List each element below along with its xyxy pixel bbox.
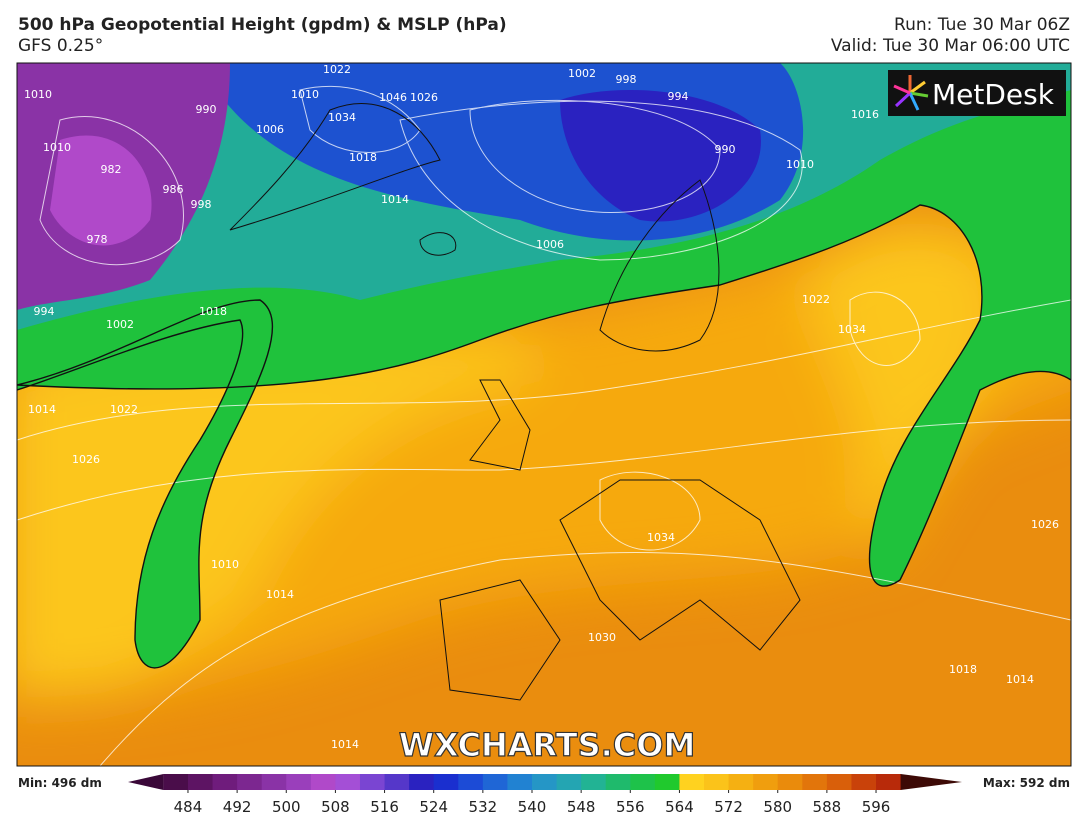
colorbar-bin: [704, 774, 730, 790]
isobar-label: 1002: [568, 67, 596, 80]
isobar-label: 1026: [1031, 518, 1059, 531]
colorbar-bin: [409, 774, 435, 790]
isobar-label: 1002: [106, 318, 134, 331]
isobar-label: 1026: [72, 453, 100, 466]
isobar-label: 1014: [28, 403, 56, 416]
colorbar-tick-label: 572: [714, 798, 743, 816]
colorbar-tick-label: 556: [616, 798, 645, 816]
isobar-label: 1014: [331, 738, 359, 751]
colorbar-bin: [163, 774, 189, 790]
colorbar-bin: [359, 774, 386, 790]
colorbar-bin: [753, 774, 779, 790]
isobar-label: 982: [101, 163, 122, 176]
colorbar-bin: [384, 774, 410, 790]
colorbar-bin: [630, 774, 656, 790]
colorbar-bin: [654, 774, 680, 790]
colorbar-bin: [581, 774, 607, 790]
colorbar-tick-label: 484: [174, 798, 203, 816]
isobar-label: 998: [191, 198, 212, 211]
colorbar-tick-label: 580: [763, 798, 792, 816]
colorbar-tick-label: 500: [272, 798, 301, 816]
isobar-label: 978: [87, 233, 108, 246]
isobar-label: 1010: [786, 158, 814, 171]
colorbar-bin: [335, 774, 361, 790]
isobar-label: 1016: [851, 108, 879, 121]
map: 1010 1010 990 982 986 978 994 998 1002 1006 1010 10…: [17, 63, 1071, 766]
colorbar-bin: [605, 774, 631, 790]
colorbar-bin: [212, 774, 238, 790]
isobar-label: 1022: [802, 293, 830, 306]
isobar-label: 1006: [256, 123, 284, 136]
isobar-label: 1010: [291, 88, 319, 101]
colorbar: 484 492 500 508 516 524 532 540 548 556 564 572 580 5…: [128, 774, 962, 816]
run: Run: Tue 30 Mar 06Z: [894, 15, 1070, 35]
isobar-label: 1034: [328, 111, 356, 124]
isobar-label: 986: [163, 183, 184, 196]
isobar-label: 1006: [536, 238, 564, 251]
colorbar-bin: [777, 774, 803, 790]
isobar-label: 1046: [379, 91, 407, 104]
colorbar-bin: [187, 774, 214, 790]
colorbar-arrow: [128, 774, 164, 790]
colorbar-bin: [261, 774, 287, 790]
subtitle: GFS 0.25°: [18, 36, 103, 56]
isobar-label: 1010: [211, 558, 239, 571]
colorbar-tick-label: 516: [370, 798, 399, 816]
colorbar-tick-label: 596: [862, 798, 891, 816]
colorbar-tick-label: 548: [567, 798, 596, 816]
colorbar-tick-label: 588: [813, 798, 842, 816]
title: 500 hPa Geopotential Height (gpdm) & MSL…: [18, 15, 507, 35]
isobar-label: 1034: [838, 323, 866, 336]
isobar-label: 1010: [43, 141, 71, 154]
colorbar-bin: [507, 774, 533, 790]
colorbar-bin: [458, 774, 484, 790]
colorbar-bin: [876, 774, 902, 790]
colorbar-tick-label: 508: [321, 798, 350, 816]
colorbar-bin: [286, 774, 312, 790]
colorbar-bin: [851, 774, 877, 790]
isobar-label: 1018: [349, 151, 377, 164]
isobar-label: 1014: [266, 588, 294, 601]
isobar-label: 1010: [24, 88, 52, 101]
isobar-label: 994: [668, 90, 689, 103]
colorbar-bin: [826, 774, 852, 790]
isobar-label: 990: [715, 143, 736, 156]
logo: MetDesk: [932, 78, 1055, 111]
valid: Valid: Tue 30 Mar 06:00 UTC: [831, 36, 1070, 56]
isobar-label: 1026: [410, 91, 438, 104]
isobar-label: 1014: [381, 193, 409, 206]
isobar-label: 1018: [949, 663, 977, 676]
map-frame: [16, 62, 1072, 767]
colorbar-bin: [310, 774, 336, 790]
colorbar-bin: [433, 774, 459, 790]
colorbar-bin: [679, 774, 705, 790]
colorbar-bin: [482, 774, 508, 790]
logo-icon: [893, 75, 929, 111]
isobar-label: 998: [616, 73, 637, 86]
isobar-label: 1014: [1006, 673, 1034, 686]
colorbar-bin: [802, 774, 828, 790]
isobar-label: 1034: [647, 531, 675, 544]
colorbar-tick-label: 540: [518, 798, 547, 816]
colorbar-bin: [728, 774, 754, 790]
colorbar-tick-label: 524: [419, 798, 448, 816]
colorbar-bin: [237, 774, 263, 790]
isobar-label: 1022: [323, 63, 351, 76]
watermark: WXCHARTS.COM: [399, 726, 696, 764]
colorbar-tick-label: 492: [223, 798, 252, 816]
colorbar-bin: [532, 774, 558, 790]
isobar-label: 1022: [110, 403, 138, 416]
max-label: Max: 592 dm: [983, 776, 1070, 790]
isobar-label: 1018: [199, 305, 227, 318]
isobar-label: 994: [34, 305, 55, 318]
isobar-label: 990: [196, 103, 217, 116]
isobar-label: 1030: [588, 631, 616, 644]
colorbar-arrow: [900, 774, 962, 790]
colorbar-tick-label: 532: [469, 798, 498, 816]
colorbar-bin: [556, 774, 582, 790]
colorbar-tick-label: 564: [665, 798, 694, 816]
min-label: Min: 496 dm: [18, 776, 102, 790]
